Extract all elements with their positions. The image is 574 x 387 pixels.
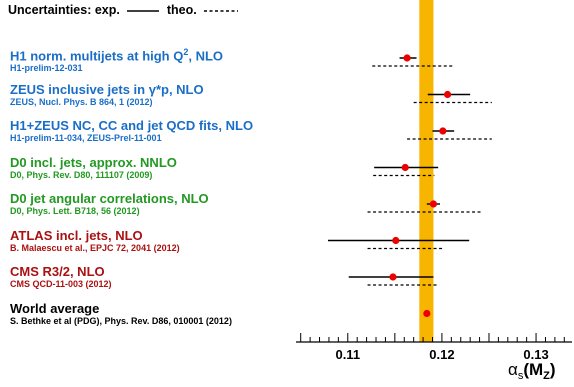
entry-label: CMS R3/2, NLO CMS QCD-11-003 (2012): [10, 264, 112, 290]
entry-title: H1+ZEUS NC, CC and jet QCD fits, NLO: [10, 118, 254, 133]
legend-exp-label: exp.: [94, 3, 120, 17]
entry-label: H1 norm. multijets at high Q2, NLO H1-pre…: [10, 45, 223, 74]
entry-reference: H1-prelim-11-034, ZEUS-Prel-11-001: [10, 133, 162, 143]
entry-title: ATLAS incl. jets, NLO: [10, 227, 143, 243]
entry-reference: D0, Phys. Lett. B718, 56 (2012): [10, 206, 140, 216]
entry-label: H1+ZEUS NC, CC and jet QCD fits, NLO H1-p…: [10, 118, 253, 144]
x-axis-title-part: s: [518, 370, 524, 382]
world-average-band: [419, 0, 434, 342]
entry-reference: S. Bethke et al (PDG), Phys. Rev. D86, 0…: [10, 315, 232, 326]
entry-reference: D0, Phys. Rev. D80, 111107 (2009): [10, 169, 153, 180]
entry-title: D0 incl. jets, approx. NNLO: [10, 154, 177, 170]
central-value-point: [443, 90, 452, 99]
legend-prefix: Uncertainties:: [8, 3, 92, 17]
x-axis-title-part: (M: [523, 360, 543, 379]
entry-title: CMS R3/2, NLO: [10, 264, 105, 279]
entry-label: ZEUS inclusive jets in γ*p, NLO ZEUS, Nuc…: [10, 82, 204, 108]
entry-title: ZEUS inclusive jets in γ*p, NLO: [10, 81, 204, 97]
central-value-point: [429, 200, 438, 208]
entry-title: D0 jet angular correlations, NLO: [10, 191, 209, 206]
x-axis-title-part: Z: [543, 370, 550, 382]
legend-theo-line-icon: [204, 9, 239, 12]
entry-label: D0 jet angular correlations, NLO D0, Phys…: [10, 191, 209, 217]
x-tick-label: 0.13: [523, 347, 548, 362]
entry-label: World average S. Bethke et al (PDG), Phys…: [10, 301, 232, 327]
x-tick-label: 0.11: [335, 347, 360, 362]
x-tick-label: 0.12: [429, 347, 454, 362]
legend-theo-label: theo.: [166, 3, 197, 17]
central-value-point: [392, 236, 400, 245]
entry-reference: CMS QCD-11-003 (2012): [10, 279, 112, 289]
entry-title-superscript: 2: [183, 47, 189, 57]
legend: Uncertainties: exp. theo.: [8, 3, 239, 17]
central-value-point: [439, 127, 447, 135]
entry-label: ATLAS incl. jets, NLO B. Malaescu et al.,…: [10, 228, 180, 254]
central-value-point: [389, 273, 397, 281]
entry-reference: H1-prelim-12-031: [10, 63, 83, 74]
central-value-point: [423, 309, 431, 318]
legend-exp-line-icon: [127, 9, 160, 12]
x-axis-title: αs(MZ): [508, 360, 556, 382]
entry-reference: ZEUS, Nucl. Phys. B 864, 1 (2012): [10, 96, 153, 107]
entry-title: World average: [10, 300, 100, 316]
central-value-point: [403, 54, 411, 62]
entry-label: D0 incl. jets, approx. NNLO D0, Phys. Rev…: [10, 155, 177, 181]
x-axis-title-part: ): [550, 360, 556, 379]
entry-reference: B. Malaescu et al., EPJC 72, 2041 (2012): [10, 242, 180, 253]
central-value-point: [401, 163, 409, 172]
x-axis-title-part: α: [508, 360, 518, 379]
entry-title: H1 norm. multijets at high Q2, NLO: [10, 47, 224, 64]
